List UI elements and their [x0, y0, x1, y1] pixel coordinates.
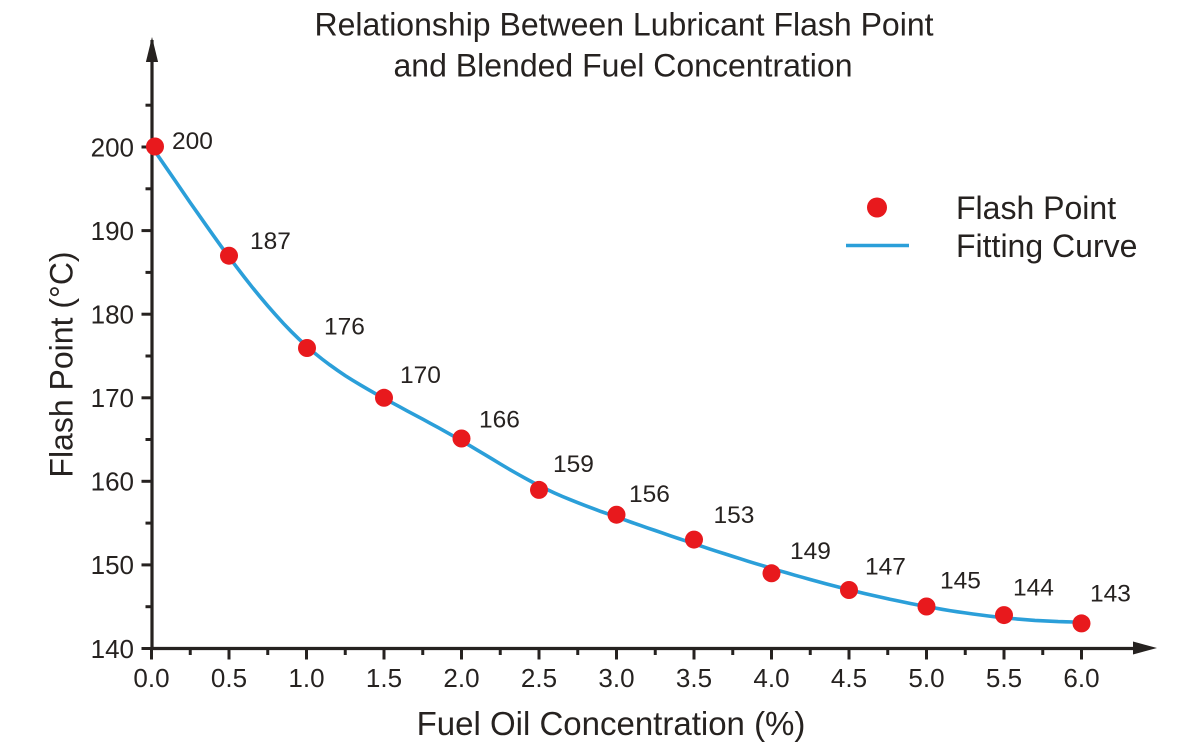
svg-text:156: 156: [629, 481, 670, 508]
svg-text:200: 200: [91, 132, 134, 162]
svg-text:145: 145: [940, 568, 981, 595]
svg-text:170: 170: [400, 362, 441, 389]
svg-text:5.0: 5.0: [908, 663, 944, 693]
svg-text:190: 190: [91, 216, 134, 246]
svg-text:144: 144: [1013, 575, 1054, 602]
svg-text:166: 166: [479, 407, 520, 434]
svg-text:159: 159: [553, 451, 594, 478]
svg-text:3.5: 3.5: [676, 663, 712, 693]
svg-text:Fitting Curve: Fitting Curve: [956, 228, 1137, 264]
svg-text:1.5: 1.5: [366, 663, 402, 693]
svg-text:2.0: 2.0: [443, 663, 479, 693]
svg-text:2.5: 2.5: [521, 663, 557, 693]
svg-text:140: 140: [91, 634, 134, 664]
svg-text:143: 143: [1090, 581, 1131, 608]
svg-text:3.0: 3.0: [598, 663, 634, 693]
svg-text:Fuel Oil Concentration (%): Fuel Oil Concentration (%): [417, 705, 806, 742]
svg-text:1.0: 1.0: [288, 663, 324, 693]
svg-text:Flash Point: Flash Point: [956, 190, 1116, 226]
svg-text:Flash Point (°C): Flash Point (°C): [44, 251, 80, 477]
svg-text:6.0: 6.0: [1063, 663, 1099, 693]
svg-text:0.0: 0.0: [133, 663, 169, 693]
svg-text:180: 180: [91, 300, 134, 330]
svg-text:149: 149: [790, 538, 831, 565]
svg-text:0.5: 0.5: [211, 663, 247, 693]
svg-text:and Blended Fuel Concentration: and Blended Fuel Concentration: [394, 48, 853, 84]
svg-text:200: 200: [172, 128, 213, 155]
svg-text:160: 160: [91, 467, 134, 497]
svg-text:5.5: 5.5: [986, 663, 1022, 693]
svg-text:153: 153: [714, 502, 755, 529]
svg-text:176: 176: [324, 314, 365, 341]
svg-text:187: 187: [250, 228, 291, 255]
svg-text:4.5: 4.5: [831, 663, 867, 693]
svg-text:150: 150: [91, 550, 134, 580]
svg-text:Relationship Between Lubricant: Relationship Between Lubricant Flash Poi…: [314, 7, 933, 43]
svg-text:147: 147: [865, 554, 906, 581]
svg-text:4.0: 4.0: [753, 663, 789, 693]
svg-text:170: 170: [91, 383, 134, 413]
